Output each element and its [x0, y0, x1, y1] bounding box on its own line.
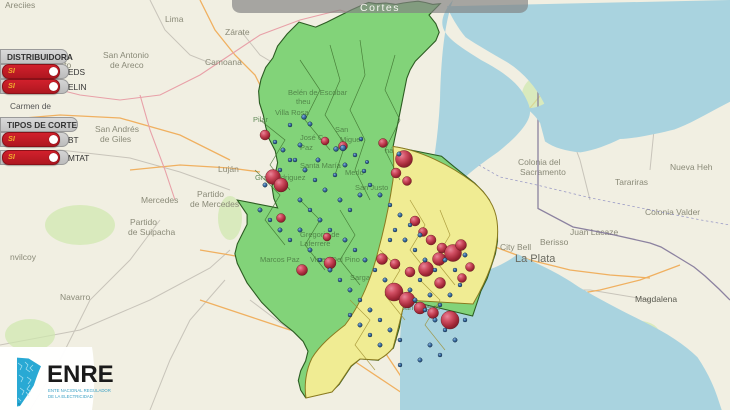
- svg-text:de Giles: de Giles: [100, 134, 131, 144]
- svg-text:Belén de Escobar: Belén de Escobar: [288, 88, 348, 97]
- svg-text:Colonia del: Colonia del: [518, 157, 561, 167]
- svg-text:Nueva Heh: Nueva Heh: [670, 162, 713, 172]
- svg-text:DE LA ELECTRICIDAD: DE LA ELECTRICIDAD: [48, 394, 93, 399]
- svg-text:Tarariras: Tarariras: [615, 177, 648, 187]
- svg-text:Juan Lacaze: Juan Lacaze: [570, 227, 618, 237]
- svg-text:Marcos Paz: Marcos Paz: [260, 255, 300, 264]
- svg-text:Gregorio de: Gregorio de: [300, 230, 340, 239]
- svg-text:ENRE: ENRE: [47, 361, 114, 388]
- svg-text:Zárate: Zárate: [225, 27, 250, 37]
- svg-text:nvilcoy: nvilcoy: [10, 252, 37, 262]
- svg-text:Magdalena: Magdalena: [635, 294, 677, 304]
- svg-text:San Antonio: San Antonio: [103, 50, 149, 60]
- svg-text:Partido: Partido: [197, 189, 224, 199]
- svg-text:Navarro: Navarro: [60, 292, 91, 302]
- svg-text:Sacramento: Sacramento: [520, 167, 566, 177]
- svg-text:San Andrés: San Andrés: [95, 124, 139, 134]
- svg-text:ENTE NACIONAL REGULADOR: ENTE NACIONAL REGULADOR: [48, 388, 111, 393]
- svg-text:Camoana: Camoana: [205, 57, 242, 67]
- svg-text:Luján: Luján: [218, 164, 239, 174]
- svg-text:Lima: Lima: [165, 14, 184, 24]
- svg-text:Berisso: Berisso: [540, 237, 569, 247]
- svg-text:Merlo: Merlo: [345, 168, 364, 177]
- svg-text:Mercedes: Mercedes: [141, 195, 178, 205]
- svg-text:de Areco: de Areco: [110, 60, 144, 70]
- svg-text:City Bell: City Bell: [500, 242, 531, 252]
- svg-text:de Suipacha: de Suipacha: [128, 227, 176, 237]
- svg-text:theu: theu: [296, 97, 311, 106]
- svg-text:Partido: Partido: [130, 217, 157, 227]
- svg-text:Colonia Valder: Colonia Valder: [645, 207, 700, 217]
- svg-text:de Mercedes: de Mercedes: [190, 199, 239, 209]
- svg-text:Areciies: Areciies: [5, 0, 35, 10]
- svg-text:Cortes: Cortes: [360, 2, 400, 14]
- svg-text:La Plata: La Plata: [515, 253, 556, 265]
- svg-text:Pilar: Pilar: [253, 115, 269, 124]
